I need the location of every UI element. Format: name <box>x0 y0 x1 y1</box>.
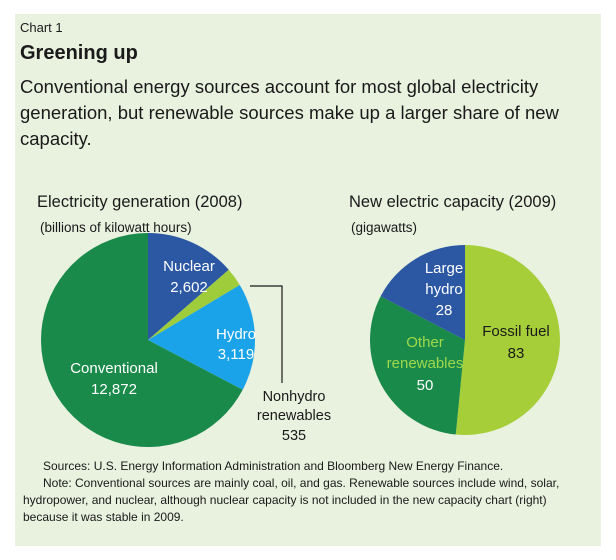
value-conventional: 12,872 <box>91 381 137 398</box>
label-large-hydro-line1: Large <box>425 260 463 277</box>
sources-text: Sources: U.S. Energy Information Adminis… <box>43 459 504 473</box>
chart-number: Chart 1 <box>20 20 63 35</box>
left-pie-unit-label: (billions of kilowatt hours) <box>40 220 192 235</box>
right-pie-unit-label: (gigawatts) <box>351 220 417 235</box>
right-pie-slice-large-hydro <box>380 245 465 340</box>
right-pie-slice-other-renewables <box>369 296 465 435</box>
label-other-renewables-line1: Other <box>406 334 444 351</box>
value-other-renewables: 50 <box>417 377 434 394</box>
label-nonhydro-line1: Nonhydro <box>263 389 326 405</box>
left-pie-slice-nuclear <box>148 233 229 340</box>
note-text: Note: Conventional sources are mainly co… <box>23 476 560 524</box>
label-other-renewables-line2: renewables <box>387 355 464 372</box>
label-large-hydro-line2: hydro <box>425 281 463 298</box>
right-pie-slice-fossil-fuel <box>455 245 560 435</box>
label-fossil-fuel: Fossil fuel <box>482 323 550 340</box>
left-pie-slice-conventional <box>41 233 243 447</box>
left-pie <box>41 233 256 447</box>
value-nuclear: 2,602 <box>170 279 208 296</box>
nonhydro-leader-line <box>250 285 283 383</box>
right-pie-title: New electric capacity (2009) <box>349 193 556 211</box>
label-nuclear: Nuclear <box>163 258 215 275</box>
label-conventional: Conventional <box>70 360 158 377</box>
value-hydro: 3,119 <box>218 346 254 363</box>
footnote: Sources: U.S. Energy Information Adminis… <box>23 458 581 526</box>
right-pie <box>369 245 560 435</box>
value-large-hydro: 28 <box>436 302 453 319</box>
left-pie-title: Electricity generation (2008) <box>37 193 242 211</box>
value-fossil-fuel: 83 <box>508 345 525 362</box>
left-pie-slice-nonhydro-renewables <box>148 269 240 340</box>
left-pie-slice-hydro <box>148 284 256 390</box>
chart-title: Greening up <box>20 42 138 64</box>
label-nonhydro-line2: renewables <box>257 408 331 424</box>
chart-subtitle: Conventional energy sources account for … <box>20 76 559 149</box>
value-nonhydro: 535 <box>282 428 306 444</box>
label-hydro: Hydro <box>216 326 256 343</box>
